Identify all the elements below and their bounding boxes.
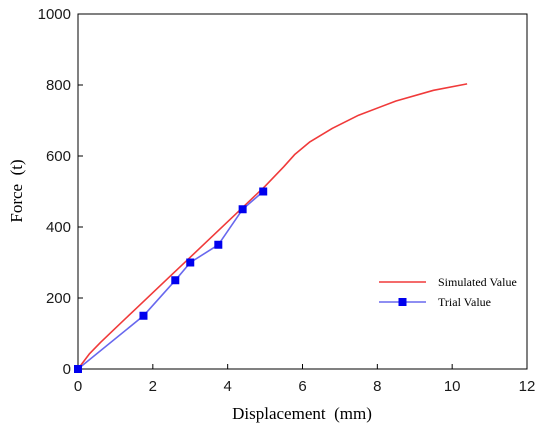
y-tick-label: 0 xyxy=(63,361,71,378)
y-tick-label: 600 xyxy=(46,148,71,165)
x-tick-label: 2 xyxy=(149,378,157,395)
series-line-simulated xyxy=(77,83,468,370)
y-tick-label: 400 xyxy=(46,219,71,236)
axis-ticks xyxy=(77,13,528,370)
legend-marker-trial xyxy=(398,298,407,306)
trial-data-point xyxy=(171,276,180,285)
trial-data-point xyxy=(238,205,247,214)
legend: Simulated Value Trial Value xyxy=(379,275,517,309)
x-tick-label: 4 xyxy=(223,378,231,395)
trial-data-point xyxy=(186,258,195,267)
y-tick-label: 800 xyxy=(46,77,71,94)
series-line-trial xyxy=(77,190,264,370)
axis-tick-labels: 0 2 4 6 8 10 12 0 200 400 600 800 1000 xyxy=(38,6,536,395)
y-axis-title: Force (t) xyxy=(7,159,26,222)
x-tick-label: 0 xyxy=(74,378,82,395)
trial-data-point xyxy=(259,187,268,196)
legend-label-trial: Trial Value xyxy=(438,295,491,309)
x-tick-label: 8 xyxy=(373,378,381,395)
trial-data-point xyxy=(139,311,148,320)
trial-data-point xyxy=(74,365,82,373)
y-tick-label: 1000 xyxy=(38,6,71,23)
series-layer xyxy=(74,83,468,373)
x-tick-label: 12 xyxy=(519,378,536,395)
legend-label-simulated: Simulated Value xyxy=(438,275,517,289)
x-tick-label: 10 xyxy=(444,378,461,395)
x-axis-title: Displacement (mm) xyxy=(232,404,372,423)
y-tick-label: 200 xyxy=(46,290,71,307)
x-tick-label: 6 xyxy=(298,378,306,395)
trial-data-point xyxy=(214,240,223,249)
